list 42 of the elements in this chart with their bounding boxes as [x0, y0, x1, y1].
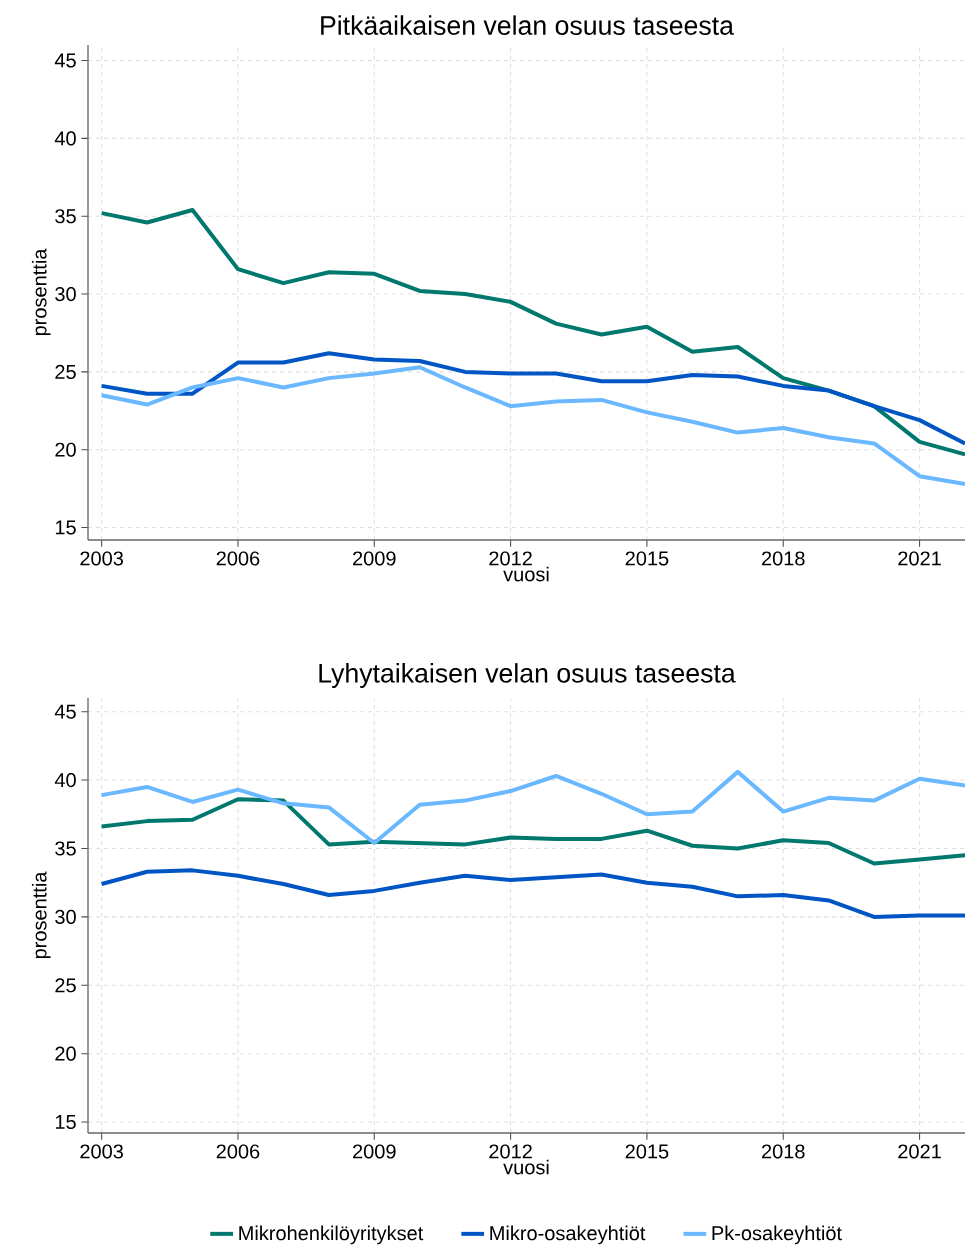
y-tick-label: 15 [55, 520, 76, 535]
y-tick-label: 35 [55, 841, 76, 856]
y-tick-label: 15 [55, 1115, 76, 1130]
x-axis-title: vuosi [503, 566, 549, 582]
x-axis-title: vuosi [503, 1159, 549, 1175]
x-tick-label: 2018 [762, 551, 805, 566]
x-tick-label: 2021 [898, 1144, 941, 1159]
line-series [99, 351, 966, 446]
legend-label: Pk-osakeyhtiöt [712, 1225, 842, 1245]
chart-title: Pitkäaikaisen velan osuus taseesta [321, 15, 734, 35]
legend-label: Mikro-osakeyhtiöt [490, 1225, 646, 1245]
y-tick-label: 20 [55, 442, 76, 457]
legend-label: Mikrohenkilöyritykset [239, 1225, 424, 1245]
x-tick-label: 2012 [489, 551, 532, 566]
x-tick-label: 2015 [625, 551, 669, 566]
y-axis-title: prosenttia [31, 871, 51, 959]
x-tick-label: 2018 [762, 1144, 805, 1159]
line-series [99, 868, 966, 919]
y-tick-label: 25 [55, 978, 76, 993]
y-tick-label: 40 [54, 131, 76, 146]
x-tick-label: 2015 [625, 1144, 669, 1159]
x-tick-label: 2003 [80, 551, 123, 566]
line-series [99, 365, 966, 486]
x-tick-label: 2009 [353, 551, 396, 566]
y-axis-title: prosenttia [31, 248, 51, 336]
x-tick-label: 2009 [353, 1144, 396, 1159]
y-tick-label: 30 [55, 909, 76, 924]
y-tick-label: 45 [54, 704, 76, 719]
y-tick-label: 45 [54, 53, 76, 68]
line-series [99, 769, 966, 846]
y-tick-label: 20 [55, 1046, 76, 1061]
line-series [99, 208, 966, 457]
y-tick-label: 40 [54, 773, 76, 788]
y-tick-label: 25 [55, 364, 76, 379]
x-tick-label: 2003 [80, 1144, 123, 1159]
x-tick-label: 2021 [898, 551, 941, 566]
x-tick-label: 2012 [489, 1144, 532, 1159]
chart-title: Lyhytaikaisen velan osuus taseesta [319, 663, 736, 688]
x-tick-label: 2006 [216, 551, 260, 566]
y-tick-label: 35 [55, 209, 76, 224]
y-tick-label: 30 [55, 286, 76, 302]
x-tick-label: 2006 [216, 1144, 260, 1159]
